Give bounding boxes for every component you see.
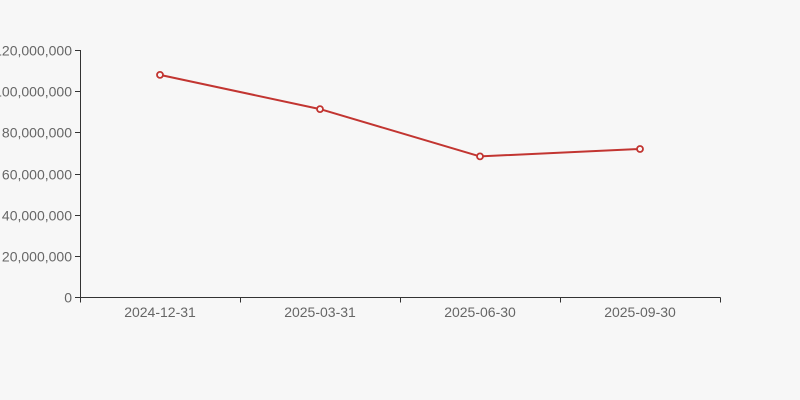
data-point-marker[interactable] bbox=[476, 152, 484, 161]
data-point-marker[interactable] bbox=[156, 71, 164, 79]
x-axis-tick-label: 2025-09-30 bbox=[604, 304, 676, 320]
x-axis-tick-label: 2024-12-31 bbox=[124, 304, 196, 320]
y-axis-tick-label: 80,000,000 bbox=[2, 125, 72, 141]
series-group bbox=[156, 71, 644, 161]
y-axis-tick-label: 120,000,000 bbox=[0, 43, 72, 59]
x-axis-tick-label: 2025-03-31 bbox=[284, 304, 356, 320]
y-axis-tick-label: 20,000,000 bbox=[2, 249, 72, 265]
y-axis: 0 20,000,000 40,000,000 60,000,000 80,000,00… bbox=[0, 43, 81, 306]
series-line bbox=[159, 73, 641, 158]
y-axis-tick-label: 60,000,000 bbox=[2, 167, 72, 183]
y-axis-tick-label: 0 bbox=[64, 290, 72, 306]
x-axis-tick-label: 2025-06-30 bbox=[444, 304, 516, 320]
y-axis-tick-label: 40,000,000 bbox=[2, 208, 72, 224]
y-axis-tick-label: 100,000,000 bbox=[0, 84, 72, 100]
data-point-marker[interactable] bbox=[316, 105, 324, 113]
x-axis: 2024-12-31 2025-03-31 2025-06-30 2025-09-30 bbox=[80, 297, 721, 320]
data-point-marker[interactable] bbox=[636, 145, 644, 153]
